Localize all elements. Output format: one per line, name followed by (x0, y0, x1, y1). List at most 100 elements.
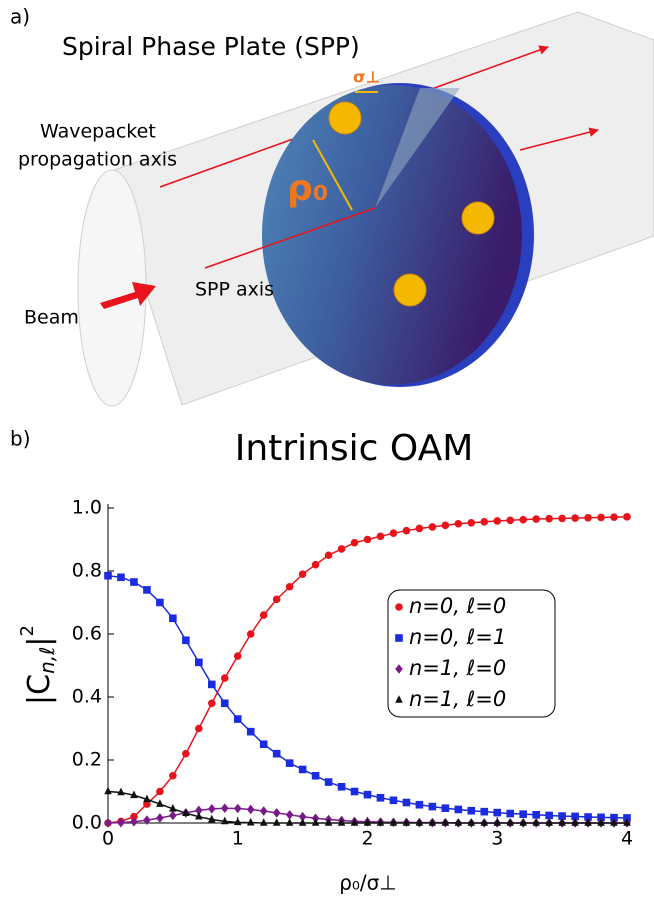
legend-label: n=1, ℓ=0 (409, 687, 506, 711)
y-tick-label: 0.6 (72, 623, 102, 645)
point (208, 681, 216, 689)
spiral-phase-plate (262, 85, 522, 385)
point (403, 799, 411, 807)
point (156, 813, 164, 823)
point (532, 515, 540, 523)
point (208, 700, 216, 708)
point (493, 517, 501, 525)
x-tick-label: 3 (491, 828, 503, 850)
point (260, 818, 268, 826)
y-label-sup: 2 (17, 625, 38, 636)
point (247, 818, 255, 826)
point (429, 803, 437, 811)
point (195, 725, 203, 733)
point (351, 788, 359, 796)
point (156, 788, 164, 796)
wavepacket (329, 102, 361, 134)
point (338, 545, 346, 553)
point (286, 759, 294, 767)
point (247, 630, 255, 638)
point (221, 803, 229, 813)
y-tick-label: 0.2 (72, 749, 102, 771)
point (234, 652, 242, 660)
y-tick-label: 0.8 (72, 560, 102, 582)
point (273, 750, 281, 758)
x-tick-label: 0 (102, 828, 114, 850)
point (247, 728, 255, 736)
x-tick-label: 2 (361, 828, 373, 850)
panel-label: a) (10, 5, 30, 29)
legend-label: n=0, ℓ=0 (409, 594, 506, 618)
point (234, 804, 242, 814)
point (364, 791, 372, 799)
y-tick-label: 0.0 (72, 812, 102, 834)
point (532, 811, 540, 819)
point (455, 520, 463, 528)
point (247, 805, 255, 815)
point (312, 561, 320, 569)
point (273, 808, 281, 818)
point (455, 806, 463, 814)
point (416, 525, 424, 533)
point (545, 515, 553, 523)
x-tick-label: 4 (621, 828, 633, 850)
point (156, 599, 164, 607)
point (117, 574, 125, 582)
point (182, 750, 190, 758)
point (195, 659, 203, 667)
point (286, 583, 294, 591)
point (117, 788, 125, 796)
point (169, 811, 177, 821)
point (545, 812, 553, 820)
y-tick-label: 0.4 (72, 686, 102, 708)
point (468, 807, 476, 815)
point (597, 514, 605, 522)
legend-label: n=0, ℓ=1 (409, 625, 506, 649)
point (273, 818, 281, 826)
point (143, 586, 151, 594)
point (584, 514, 592, 522)
point (299, 818, 307, 826)
point (104, 787, 112, 795)
point (519, 516, 527, 524)
point (429, 523, 437, 531)
point (416, 801, 424, 809)
point (260, 806, 268, 816)
point (390, 797, 398, 805)
point (623, 513, 631, 521)
point (377, 794, 385, 802)
wavepacket (462, 202, 494, 234)
point (234, 715, 242, 723)
point (377, 533, 385, 541)
point (234, 818, 242, 826)
point (182, 637, 190, 645)
point (273, 596, 281, 604)
panel-title: Spiral Phase Plate (SPP) (62, 32, 360, 61)
rho-label: ρ₀ (287, 168, 329, 209)
point (208, 804, 216, 814)
point (169, 772, 177, 780)
point (260, 611, 268, 619)
point (403, 527, 411, 535)
point (299, 570, 307, 578)
label: Wavepacket (40, 121, 156, 143)
point (104, 818, 112, 828)
point (325, 551, 333, 559)
wavepacket (394, 274, 426, 306)
point (325, 778, 333, 786)
point (221, 700, 229, 708)
point (571, 514, 579, 522)
point (390, 529, 398, 537)
point (519, 810, 527, 818)
point (610, 513, 618, 521)
point (506, 516, 514, 524)
y-tick-label: 1.0 (72, 497, 102, 519)
point (468, 519, 476, 527)
panel-a: a) Spiral Phase Plate (SPP) Wavepacket p… (10, 5, 654, 407)
figure: a) Spiral Phase Plate (SPP) Wavepacket p… (0, 0, 654, 899)
point (169, 614, 177, 622)
point (442, 522, 450, 530)
point (506, 810, 514, 818)
label: SPP axis (195, 279, 274, 301)
point (104, 572, 112, 580)
